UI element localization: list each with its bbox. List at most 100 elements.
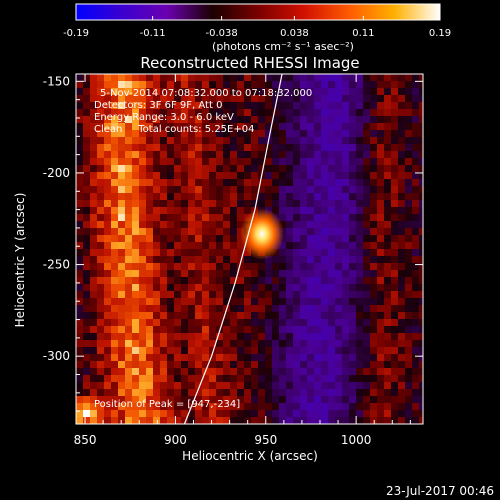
heatmap-cell: [146, 144, 154, 152]
heatmap-cell: [258, 137, 266, 145]
heatmap-cell: [202, 81, 210, 89]
heatmap-cell: [216, 130, 224, 138]
heatmap-cell: [335, 123, 343, 131]
heatmap-cell: [209, 298, 217, 306]
heatmap-cell: [167, 179, 175, 187]
heatmap-cell: [265, 284, 273, 292]
heatmap-cell: [321, 200, 329, 208]
heatmap-cell: [146, 326, 154, 334]
heatmap-cell: [405, 291, 413, 299]
heatmap-cell: [160, 319, 168, 327]
heatmap-cell: [104, 361, 112, 369]
heatmap-cell: [223, 354, 231, 362]
heatmap-cell: [335, 319, 343, 327]
heatmap-cell: [181, 179, 189, 187]
heatmap-cell: [300, 158, 308, 166]
heatmap-cell: [76, 263, 84, 271]
heatmap-cell: [153, 207, 161, 215]
heatmap-cell: [181, 81, 189, 89]
heatmap-cell: [104, 319, 112, 327]
heatmap-cell: [174, 242, 182, 250]
heatmap-cell: [265, 305, 273, 313]
heatmap-cell: [279, 179, 287, 187]
heatmap-cell: [153, 102, 161, 110]
heatmap-cell: [132, 109, 140, 117]
heatmap-cell: [111, 74, 119, 82]
heatmap-cell: [97, 312, 105, 320]
heatmap-cell: [321, 207, 329, 215]
heatmap-cell: [279, 410, 287, 418]
heatmap-cell: [216, 88, 224, 96]
heatmap-cell: [181, 200, 189, 208]
heatmap-cell: [314, 368, 322, 376]
heatmap-cell: [391, 340, 399, 348]
heatmap-cell: [139, 221, 147, 229]
heatmap-cell: [412, 382, 420, 390]
heatmap-cell: [223, 340, 231, 348]
heatmap-cell: [321, 88, 329, 96]
heatmap-cell: [300, 417, 308, 424]
heatmap-cell: [342, 263, 350, 271]
heatmap-cell: [412, 242, 420, 250]
heatmap-cell: [132, 200, 140, 208]
heatmap-cell: [356, 284, 364, 292]
heatmap-cell: [174, 151, 182, 159]
heatmap-cell: [76, 214, 84, 222]
heatmap-cell: [188, 221, 196, 229]
heatmap-cell: [230, 228, 238, 236]
heatmap-cell: [139, 151, 147, 159]
heatmap-cell: [118, 95, 126, 103]
heatmap-cell: [223, 361, 231, 369]
heatmap-cell: [391, 81, 399, 89]
heatmap-cell: [244, 291, 252, 299]
heatmap-cell: [356, 242, 364, 250]
heatmap-cell: [160, 417, 168, 424]
heatmap-cell: [279, 193, 287, 201]
heatmap-cell: [104, 291, 112, 299]
heatmap-cell: [174, 179, 182, 187]
heatmap-cell: [384, 137, 392, 145]
heatmap-cell: [258, 284, 266, 292]
heatmap-cell: [384, 242, 392, 250]
heatmap-cell: [307, 186, 315, 194]
heatmap-cell: [90, 221, 98, 229]
heatmap-cell: [391, 326, 399, 334]
heatmap-cell: [125, 242, 133, 250]
heatmap-cell: [356, 319, 364, 327]
heatmap-cell: [321, 361, 329, 369]
heatmap-cell: [335, 375, 343, 383]
heatmap-cell: [160, 242, 168, 250]
heatmap-cell: [188, 277, 196, 285]
heatmap-cell: [181, 109, 189, 117]
heatmap-cell: [125, 214, 133, 222]
heatmap-cell: [125, 368, 133, 376]
heatmap-cell: [146, 305, 154, 313]
heatmap-cell: [328, 270, 336, 278]
heatmap-cell: [321, 81, 329, 89]
heatmap-cell: [104, 207, 112, 215]
heatmap-cell: [335, 116, 343, 124]
heatmap-cell: [251, 403, 259, 411]
heatmap-cell: [202, 354, 210, 362]
heatmap-cell: [202, 116, 210, 124]
heatmap-cell: [195, 102, 203, 110]
heatmap-cell: [307, 81, 315, 89]
heatmap-cell: [300, 277, 308, 285]
heatmap-cell: [230, 291, 238, 299]
heatmap-cell: [307, 116, 315, 124]
heatmap-cell: [132, 74, 140, 82]
heatmap-cell: [314, 200, 322, 208]
heatmap-cell: [146, 368, 154, 376]
heatmap-cell: [251, 263, 259, 271]
heatmap-cell: [265, 165, 273, 173]
heatmap-cell: [160, 207, 168, 215]
heatmap-cell: [160, 144, 168, 152]
heatmap-cell: [104, 95, 112, 103]
heatmap-cell: [153, 361, 161, 369]
heatmap-cell: [384, 326, 392, 334]
heatmap-cell: [377, 186, 385, 194]
heatmap-cell: [146, 417, 154, 424]
heatmap-cell: [328, 235, 336, 243]
heatmap-cell: [335, 193, 343, 201]
heatmap-cell: [111, 186, 119, 194]
